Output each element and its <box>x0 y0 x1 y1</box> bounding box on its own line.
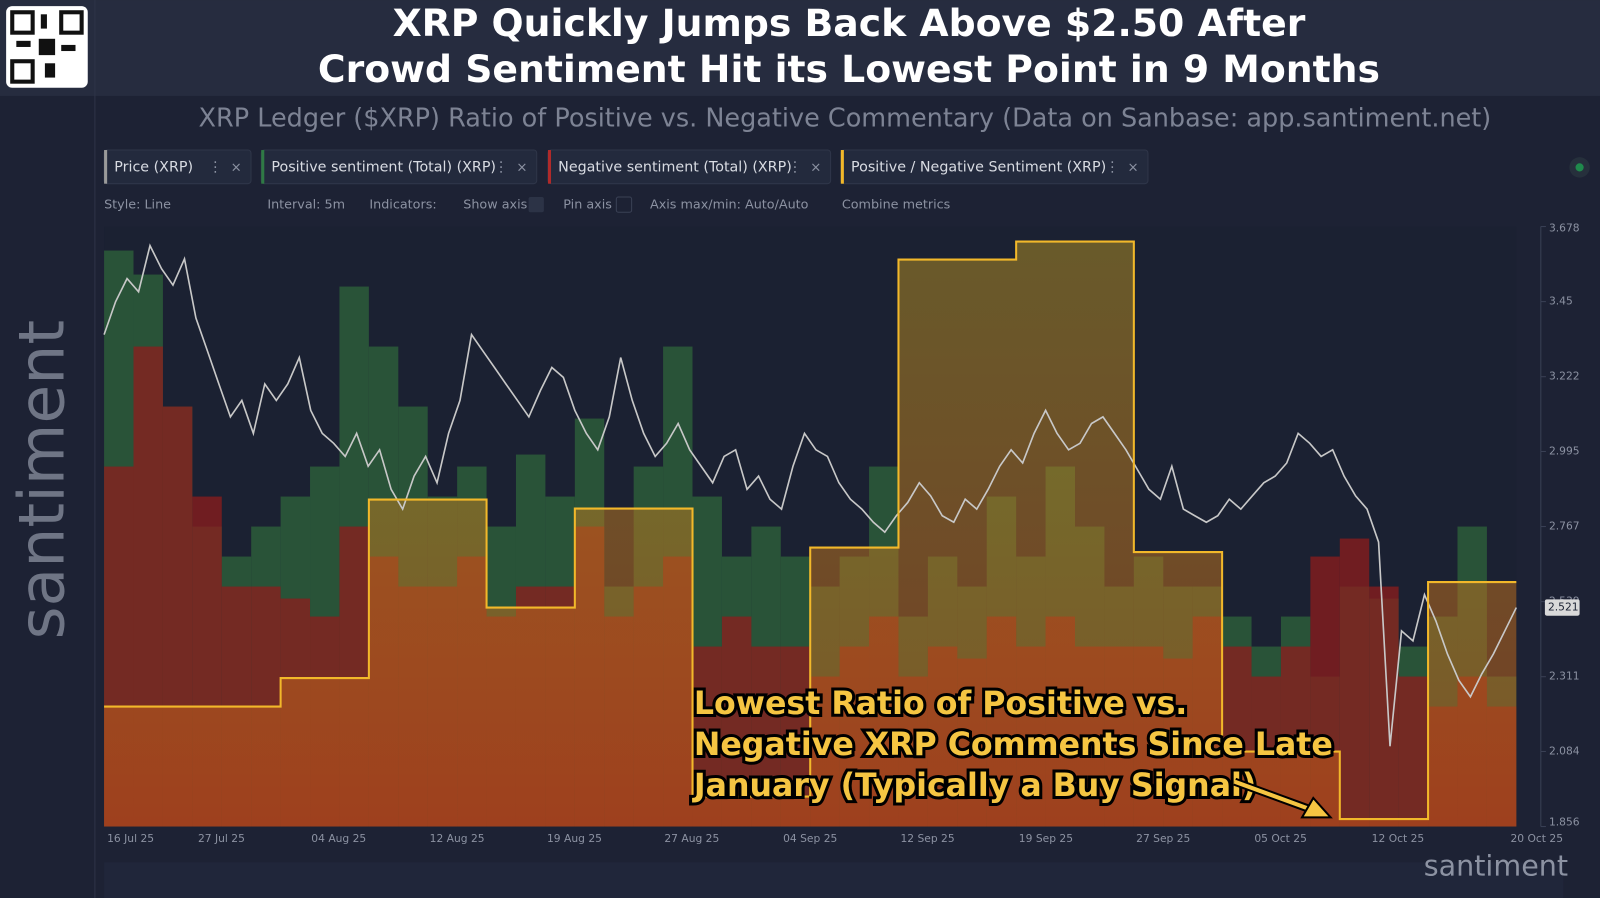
negative-bar <box>1339 538 1370 827</box>
checkbox[interactable] <box>528 196 544 213</box>
toolbar-item[interactable]: Indicators: <box>369 198 436 213</box>
x-tick-label: 16 Jul 25 <box>107 832 154 845</box>
price-line <box>103 243 1518 747</box>
x-tick-label: 12 Sep 25 <box>900 832 954 845</box>
status-dot <box>1575 163 1584 172</box>
title-line: Crowd Sentiment Hit its Lowest Point in … <box>318 47 1380 91</box>
watermark: santiment <box>4 320 78 640</box>
qr-code <box>6 6 88 88</box>
annotation: Lowest Ratio of Positive vs. <box>694 686 1187 722</box>
tab-menu[interactable]: ⋮ <box>208 159 222 175</box>
metric-tab-color <box>547 150 552 184</box>
subtitle: XRP Ledger ($XRP) Ratio of Positive vs. … <box>199 103 1492 133</box>
tab-menu[interactable]: ⋮ <box>1105 159 1119 175</box>
checkbox[interactable] <box>615 196 633 213</box>
x-tick-label: 12 Oct 25 <box>1372 832 1425 845</box>
tab-menu[interactable]: ⋮ <box>788 159 802 175</box>
annotation-arrow <box>1233 779 1320 815</box>
x-tick-label: 19 Aug 25 <box>547 832 602 845</box>
negative-bar <box>721 616 752 827</box>
toolbar-item[interactable]: Axis max/min: Auto/Auto <box>650 198 809 213</box>
y-tick-label: 2.311 <box>1549 670 1580 683</box>
x-tick-label: 27 Sep 25 <box>1136 832 1190 845</box>
negative-bar <box>1398 676 1429 827</box>
price-badge <box>1544 599 1580 616</box>
y-tick-label: 2.767 <box>1549 520 1580 533</box>
x-tick-label: 05 Oct 25 <box>1254 832 1307 845</box>
y-tick-label: 2.084 <box>1549 744 1580 757</box>
x-tick-label: 27 Aug 25 <box>664 832 719 845</box>
metric-tab-color <box>840 150 844 184</box>
y-tick-label: 2.995 <box>1549 444 1580 457</box>
annotation: Negative XRP Comments Since Late <box>694 727 1333 763</box>
toolbar-item[interactable]: Pin axis <box>563 198 612 213</box>
ratio-line <box>104 240 1517 821</box>
x-tick-label: 27 Jul 25 <box>198 832 245 845</box>
x-tick-label: 04 Sep 25 <box>783 832 837 845</box>
watermark: santiment <box>1424 848 1568 882</box>
legend-label: Price (XRP) <box>114 159 193 175</box>
toolbar-item[interactable]: Style: Line <box>104 198 171 213</box>
tab-close[interactable]: × <box>231 160 242 175</box>
price-badge-label: 2.521 <box>1548 601 1579 614</box>
y-tick-label: 1.856 <box>1549 815 1580 828</box>
toolbar-item[interactable]: Combine metrics <box>842 198 951 213</box>
annotation-arrowhead <box>1300 796 1333 819</box>
title-line: XRP Quickly Jumps Back Above $2.50 After <box>393 1 1306 45</box>
legend-label: Positive sentiment (Total) (XRP) <box>271 159 496 175</box>
ratio-area <box>104 241 1517 827</box>
annotation: January (Typically a Buy Signal) <box>692 768 1256 804</box>
y-tick-label: 3.678 <box>1549 222 1580 235</box>
tab-menu[interactable]: ⋮ <box>494 159 508 175</box>
toolbar-item[interactable]: Show axis <box>463 198 527 213</box>
metric-tab-color <box>104 150 108 184</box>
tab-close[interactable]: × <box>1128 160 1139 175</box>
header-bg <box>0 0 1600 96</box>
metric-tab-color <box>261 150 265 184</box>
toolbar-item[interactable]: Interval: 5m <box>267 198 345 213</box>
x-tick-label: 12 Aug 25 <box>430 832 485 845</box>
tab-close[interactable]: × <box>810 160 821 175</box>
navigator[interactable] <box>104 862 1564 898</box>
x-tick-label: 19 Sep 25 <box>1019 832 1073 845</box>
x-tick-label: 04 Aug 25 <box>311 832 366 845</box>
y-tick-label: 3.45 <box>1549 295 1573 308</box>
x-tick-label: 20 Oct 25 <box>1510 832 1563 845</box>
y-tick-label: 3.222 <box>1549 370 1580 383</box>
legend-label: Negative sentiment (Total) (XRP) <box>558 159 792 175</box>
tab-close[interactable]: × <box>516 160 527 175</box>
legend-label: Positive / Negative Sentiment (XRP) <box>851 159 1106 175</box>
